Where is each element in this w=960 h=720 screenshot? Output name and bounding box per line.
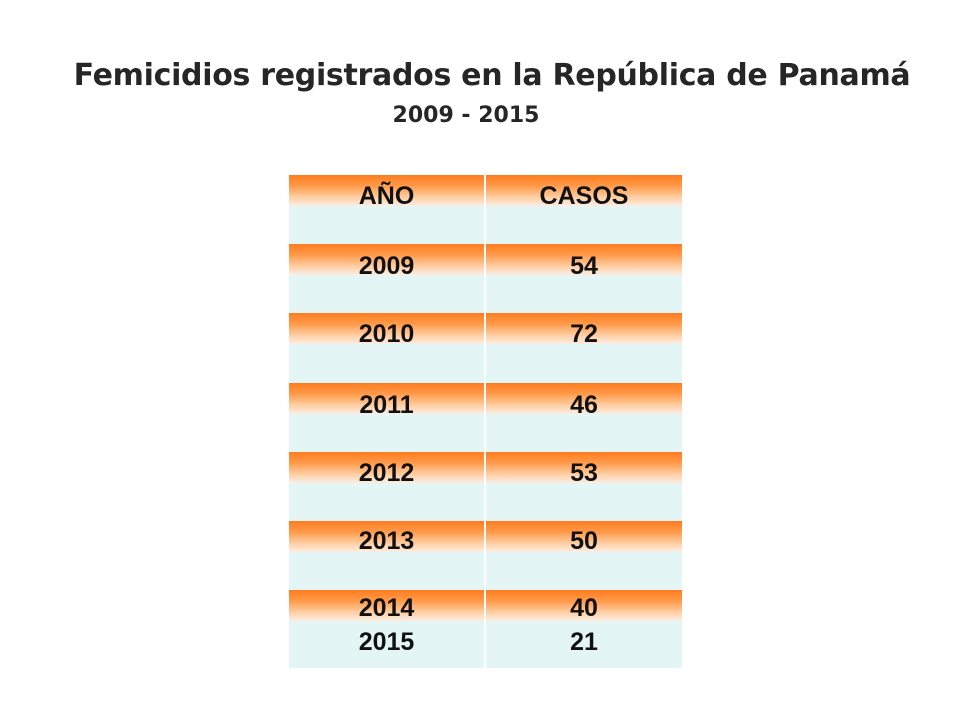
row-cases: 54 xyxy=(570,252,598,280)
row-cases: 21 xyxy=(570,628,598,656)
header-year: AÑO xyxy=(358,182,415,210)
row-cases: 50 xyxy=(570,527,598,555)
row-year: 2012 xyxy=(358,459,415,487)
row-year: 2010 xyxy=(358,320,415,348)
row-cases: 46 xyxy=(570,391,598,419)
row-year: 2009 xyxy=(358,252,415,280)
chart-subtitle: 2009 - 2015 xyxy=(392,103,540,128)
row-year: 2015 xyxy=(358,628,415,656)
header-cases: CASOS xyxy=(539,182,629,210)
row-cases: 53 xyxy=(570,459,598,487)
row-year: 2014 xyxy=(358,594,415,622)
column-divider xyxy=(484,175,486,668)
row-cases: 72 xyxy=(570,320,598,348)
row-year: 2011 xyxy=(359,391,414,419)
chart-title: Femicidios registrados en la República d… xyxy=(73,58,911,93)
row-year: 2013 xyxy=(358,527,415,555)
row-cases: 40 xyxy=(570,594,598,622)
data-table: AÑO CASOS 2009 54 2010 72 2011 46 2012 5… xyxy=(289,175,682,668)
